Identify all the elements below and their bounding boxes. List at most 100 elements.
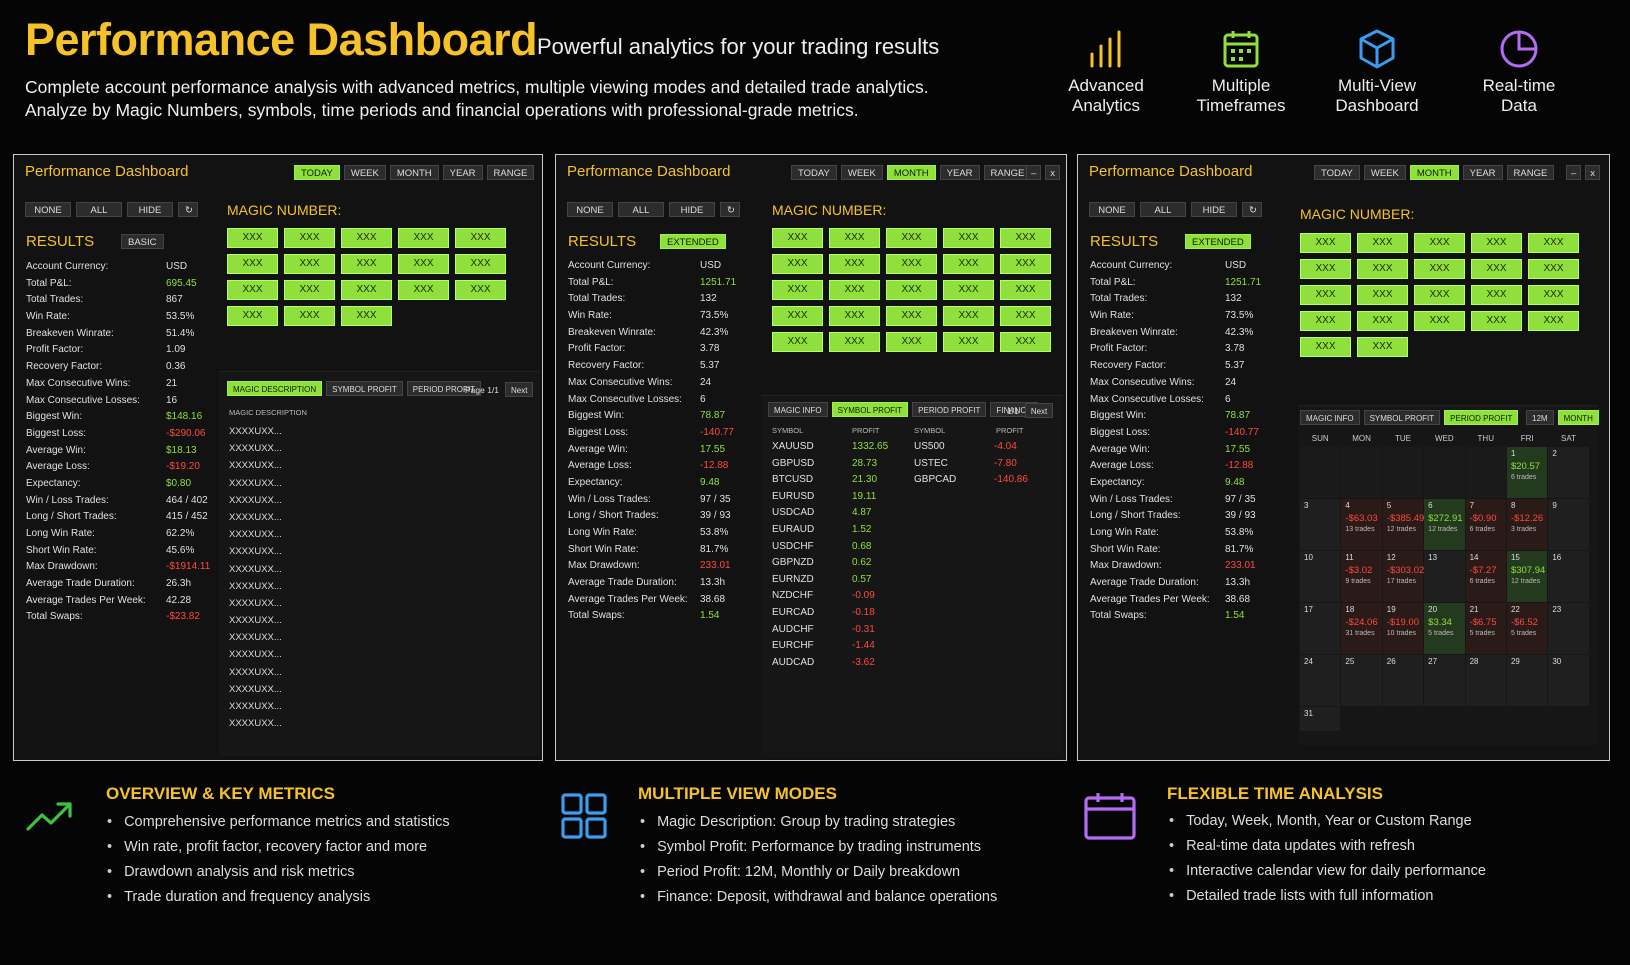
- tab-period-profit[interactable]: PERIOD PROFIT: [1444, 410, 1519, 425]
- magic-number-button[interactable]: XXX: [455, 280, 506, 300]
- magic-number-button[interactable]: XXX: [1414, 311, 1465, 331]
- refresh-button[interactable]: ↻: [720, 202, 740, 217]
- calendar-day-cell[interactable]: 25: [1341, 655, 1382, 706]
- magic-number-button[interactable]: XXX: [398, 280, 449, 300]
- period-year-button[interactable]: YEAR: [1462, 165, 1503, 180]
- magic-description-item[interactable]: XXXXUXX...: [229, 546, 282, 558]
- magic-number-button[interactable]: XXX: [1471, 311, 1522, 331]
- calendar-day-cell[interactable]: 11 -$3.02 9 trades: [1341, 551, 1382, 602]
- magic-description-item[interactable]: XXXXUXX...: [229, 597, 282, 609]
- period-range-button[interactable]: RANGE: [983, 165, 1032, 180]
- period-week-button[interactable]: WEEK: [840, 165, 883, 180]
- magic-number-button[interactable]: XXX: [227, 254, 278, 274]
- period-week-button[interactable]: WEEK: [343, 165, 386, 180]
- symbol-row[interactable]: USDCHF 0.68: [772, 541, 912, 558]
- tab-period-profit[interactable]: PERIOD PROFIT: [912, 402, 987, 417]
- magic-number-button[interactable]: XXX: [1357, 337, 1408, 357]
- magic-number-button[interactable]: XXX: [1357, 233, 1408, 253]
- magic-description-item[interactable]: XXXXUXX...: [229, 701, 282, 712]
- calendar-day-cell[interactable]: 13: [1424, 551, 1465, 602]
- symbol-row[interactable]: USDCAD 4.87: [772, 507, 912, 524]
- calendar-day-cell[interactable]: 14 -$7.27 6 trades: [1465, 551, 1506, 602]
- period-month-button[interactable]: MONTH: [1409, 165, 1459, 180]
- next-page-button[interactable]: Next: [1024, 403, 1054, 418]
- symbol-row[interactable]: US500 -4.04: [914, 441, 1054, 458]
- magic-number-button[interactable]: XXX: [1528, 311, 1579, 331]
- magic-number-button[interactable]: XXX: [398, 254, 449, 274]
- period-range-button[interactable]: RANGE: [486, 165, 535, 180]
- calendar-day-cell[interactable]: 4 -$63.03 13 trades: [1341, 499, 1382, 550]
- magic-number-button[interactable]: XXX: [1357, 311, 1408, 331]
- magic-number-button[interactable]: XXX: [284, 280, 335, 300]
- calendar-day-cell[interactable]: 5 -$385.49 12 trades: [1382, 499, 1424, 550]
- magic-description-item[interactable]: XXXXUXX...: [229, 632, 282, 644]
- magic-number-button[interactable]: XXX: [943, 280, 994, 300]
- view-month-button[interactable]: MONTH: [1557, 410, 1599, 425]
- magic-number-button[interactable]: XXX: [829, 332, 880, 352]
- magic-number-button[interactable]: XXX: [227, 280, 278, 300]
- calendar-day-cell[interactable]: 12 -$303.02 17 trades: [1382, 551, 1424, 602]
- calendar-day-cell[interactable]: 8 -$12.26 3 trades: [1506, 499, 1548, 550]
- magic-number-button[interactable]: XXX: [398, 228, 449, 248]
- magic-number-button[interactable]: XXX: [829, 254, 880, 274]
- calendar-day-cell[interactable]: 31: [1300, 707, 1341, 731]
- magic-number-button[interactable]: XXX: [772, 280, 823, 300]
- tab-magic-info[interactable]: MAGIC INFO: [768, 402, 828, 417]
- magic-number-button[interactable]: XXX: [886, 332, 937, 352]
- magic-description-item[interactable]: XXXXUXX...: [229, 494, 282, 506]
- magic-number-button[interactable]: XXX: [227, 306, 278, 326]
- minimize-button[interactable]: –: [1026, 165, 1042, 180]
- magic-number-button[interactable]: XXX: [943, 228, 994, 248]
- magic-number-button[interactable]: XXX: [1000, 306, 1051, 326]
- magic-number-button[interactable]: XXX: [1300, 337, 1351, 357]
- filter-hide-button[interactable]: HIDE: [1191, 202, 1237, 217]
- magic-description-item[interactable]: XXXXUXX...: [229, 426, 282, 437]
- calendar-day-cell[interactable]: 18 -$24.06 31 trades: [1341, 603, 1382, 654]
- filter-all-button[interactable]: ALL: [76, 202, 122, 217]
- magic-number-button[interactable]: XXX: [1471, 259, 1522, 279]
- tab-symbol-profit[interactable]: SYMBOL PROFIT: [831, 402, 909, 417]
- period-year-button[interactable]: YEAR: [442, 165, 483, 180]
- calendar-day-cell[interactable]: 21 -$6.75 5 trades: [1465, 603, 1506, 654]
- magic-number-button[interactable]: XXX: [284, 228, 335, 248]
- magic-number-button[interactable]: XXX: [1414, 259, 1465, 279]
- period-range-button[interactable]: RANGE: [1506, 165, 1555, 180]
- next-page-button[interactable]: Next: [505, 382, 534, 397]
- magic-number-button[interactable]: XXX: [1000, 332, 1051, 352]
- magic-number-button[interactable]: XXX: [772, 254, 823, 274]
- calendar-day-cell[interactable]: 17: [1300, 603, 1341, 654]
- filter-hide-button[interactable]: HIDE: [669, 202, 715, 217]
- magic-description-item[interactable]: XXXXUXX...: [229, 460, 282, 472]
- magic-number-button[interactable]: XXX: [1414, 285, 1465, 305]
- period-month-button[interactable]: MONTH: [389, 165, 439, 180]
- magic-description-item[interactable]: XXXXUXX...: [229, 477, 282, 489]
- calendar-day-cell[interactable]: 16: [1548, 551, 1589, 602]
- magic-description-item[interactable]: XXXXUXX...: [229, 683, 282, 695]
- calendar-day-cell[interactable]: 22 -$6.52 5 trades: [1506, 603, 1548, 654]
- period-today-button[interactable]: TODAY: [791, 165, 837, 180]
- calendar-day-cell[interactable]: 6 $272.91 12 trades: [1424, 499, 1465, 550]
- calendar-day-cell[interactable]: 29: [1506, 655, 1548, 706]
- magic-number-button[interactable]: XXX: [1471, 233, 1522, 253]
- magic-number-button[interactable]: XXX: [943, 332, 994, 352]
- calendar-day-cell[interactable]: 27: [1424, 655, 1465, 706]
- filter-hide-button[interactable]: HIDE: [127, 202, 173, 217]
- magic-number-button[interactable]: XXX: [886, 306, 937, 326]
- magic-number-button[interactable]: XXX: [1000, 228, 1051, 248]
- period-month-button[interactable]: MONTH: [886, 165, 936, 180]
- magic-number-button[interactable]: XXX: [341, 280, 392, 300]
- calendar-day-cell[interactable]: 24: [1300, 655, 1341, 706]
- magic-number-button[interactable]: XXX: [284, 306, 335, 326]
- magic-number-button[interactable]: XXX: [1000, 254, 1051, 274]
- calendar-day-cell[interactable]: 7 -$0.90 6 trades: [1465, 499, 1506, 550]
- symbol-row[interactable]: XAUUSD 1332.65: [772, 441, 912, 458]
- calendar-day-cell[interactable]: 19 -$19.00 10 trades: [1382, 603, 1424, 654]
- magic-number-button[interactable]: XXX: [1300, 311, 1351, 331]
- symbol-row[interactable]: EURUSD 19.11: [772, 491, 912, 508]
- period-year-button[interactable]: YEAR: [939, 165, 980, 180]
- symbol-row[interactable]: GBPCAD -140.86: [914, 474, 1054, 491]
- calendar-day-cell[interactable]: 30: [1548, 655, 1589, 706]
- minimize-button[interactable]: –: [1566, 165, 1582, 180]
- filter-none-button[interactable]: NONE: [25, 202, 71, 217]
- magic-number-button[interactable]: XXX: [829, 228, 880, 248]
